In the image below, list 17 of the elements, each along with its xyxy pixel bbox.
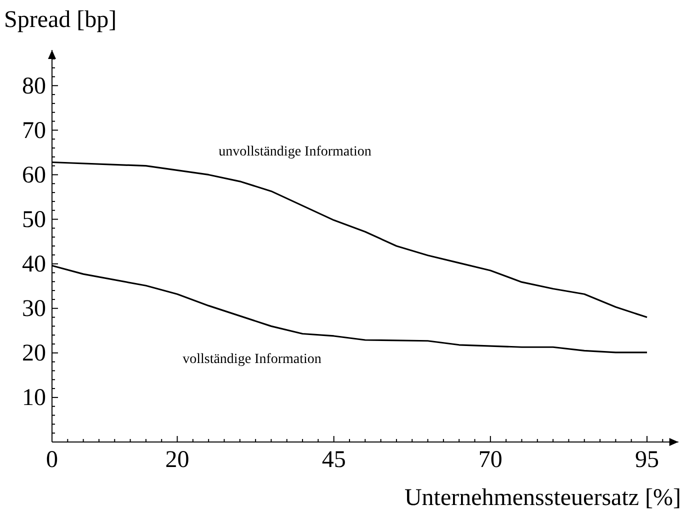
y-tick-label: 40 — [22, 252, 46, 278]
y-tick-label: 20 — [22, 340, 46, 367]
y-tick-label: 50 — [22, 206, 46, 233]
x-tick-label: 45 — [322, 447, 346, 474]
series-label: vollständige Information — [182, 352, 322, 368]
y-tick-label: 10 — [22, 385, 46, 412]
x-tick-label: 20 — [165, 447, 190, 474]
x-tick-label: 70 — [478, 447, 502, 474]
y-axis-title: Spread [bp] — [4, 7, 117, 33]
x-tick-label: 95 — [635, 447, 659, 474]
y-tick-label: 80 — [22, 73, 46, 100]
x-axis-title: Unternehmenssteuersatz [%] — [404, 485, 681, 511]
y-tick-label: 30 — [22, 296, 46, 322]
y-tick-label: 60 — [22, 162, 46, 188]
y-tick-label: 70 — [22, 118, 46, 144]
x-tick-label: 0 — [46, 447, 58, 474]
series-label: unvollständige Information — [218, 144, 372, 160]
